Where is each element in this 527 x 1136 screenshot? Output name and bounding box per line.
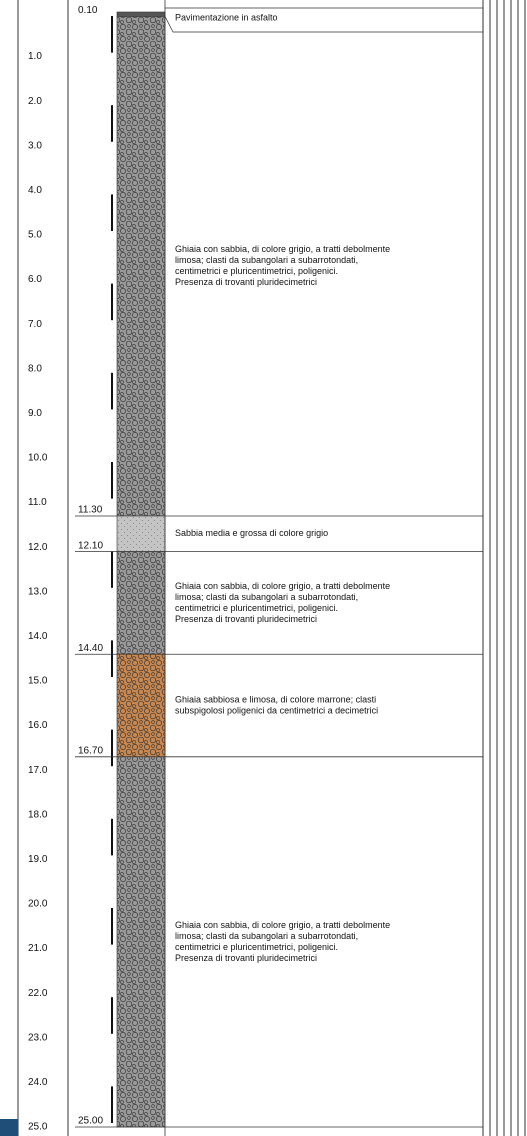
borehole-log: 1.0 2.0 3.0 4.0 5.0 6.0 7.0 8.0 9.0 10.0 11.0 12.0 1…: [0, 0, 527, 1136]
layer-description: limosa; clasti da subangolari a subarrot…: [175, 931, 358, 941]
layer-description: Presenza di trovanti pluridecimetrici: [175, 953, 317, 963]
depth-label: 3.0: [28, 140, 42, 151]
boundary-label: 12.10: [78, 540, 103, 551]
layer-description: centimetrici e pluricentimetrici, polige…: [175, 942, 338, 952]
depth-label: 25.0: [28, 1122, 48, 1133]
boundary-label: 11.30: [78, 505, 103, 516]
depth-label: 15.0: [28, 676, 48, 687]
depth-label: 14.0: [28, 631, 48, 642]
layer-description: Pavimentazione in asfalto: [175, 12, 278, 22]
depth-label: 17.0: [28, 765, 48, 776]
layer-pattern: [117, 757, 165, 1127]
boundary-label: 16.70: [78, 745, 103, 756]
layer-description: Sabbia media e grossa di colore grigio: [175, 528, 328, 538]
depth-label: 20.0: [28, 899, 48, 910]
layer-description: Presenza di trovanti pluridecimetrici: [175, 614, 317, 624]
layer-pattern: [117, 552, 165, 655]
depth-label: 7.0: [28, 319, 42, 330]
layer-description: Ghiaia con sabbia, di colore grigio, a t…: [175, 244, 390, 254]
layer-pattern: [117, 16, 165, 516]
depth-label: 5.0: [28, 230, 42, 241]
boundary-label: 14.40: [78, 643, 103, 654]
layer-description: centimetrici e pluricentimetrici, polige…: [175, 266, 338, 276]
depth-label: 23.0: [28, 1032, 48, 1043]
layer-description: limosa; clasti da subangolari a subarrot…: [175, 592, 358, 602]
layer-pattern: [117, 516, 165, 552]
depth-label: 22.0: [28, 988, 48, 999]
layer-description: Ghiaia con sabbia, di colore grigio, a t…: [175, 581, 390, 591]
depth-label: 8.0: [28, 363, 42, 374]
depth-label: 21.0: [28, 943, 48, 954]
depth-label: 12.0: [28, 542, 48, 553]
depth-label: 2.0: [28, 96, 42, 107]
depth-label: 4.0: [28, 185, 42, 196]
layer-description: subspigolosi poligenici da centimetrici …: [175, 705, 378, 715]
depth-label: 9.0: [28, 408, 42, 419]
corner-marker: [0, 1119, 18, 1136]
layer-description: centimetrici e pluricentimetrici, polige…: [175, 603, 338, 613]
layer-fill: [117, 12, 165, 16]
depth-label: 13.0: [28, 586, 48, 597]
depth-label: 24.0: [28, 1077, 48, 1088]
depth-label: 11.0: [28, 497, 47, 508]
depth-label: 19.0: [28, 854, 48, 865]
depth-label: 16.0: [28, 720, 48, 731]
depth-label: 10.0: [28, 453, 48, 464]
layer-description: Presenza di trovanti pluridecimetrici: [175, 277, 317, 287]
layer-description: Ghiaia con sabbia, di colore grigio, a t…: [175, 920, 390, 930]
boundary-label: 25.00: [78, 1116, 103, 1127]
depth-label: 1.0: [28, 51, 42, 62]
depth-label: 18.0: [28, 809, 48, 820]
layer-description: Ghiaia sabbiosa e limosa, di colore marr…: [175, 694, 376, 704]
layer-pattern: [117, 654, 165, 757]
side-columns: [483, 0, 525, 1136]
depth-label: 6.0: [28, 274, 42, 285]
layer-description: limosa; clasti da subangolari a subarrot…: [175, 255, 358, 265]
boundary-label: 0.10: [78, 5, 98, 16]
